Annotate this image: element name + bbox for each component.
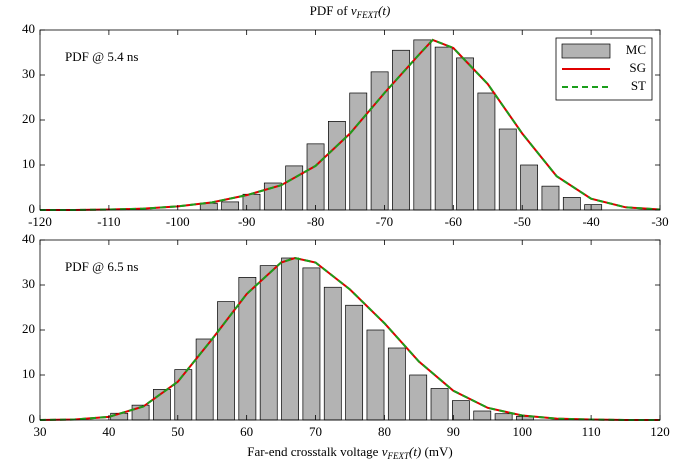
y-tick-label: 0 [29,411,36,426]
bar [259,265,278,421]
text-part: v [351,3,357,18]
x-tick-label: 80 [378,424,391,439]
x-tick-label: 90 [447,424,460,439]
bar [174,369,193,421]
x-tick-label: -70 [376,214,393,229]
x-tick-label: -40 [582,214,599,229]
bar [328,120,346,211]
x-tick-label: 120 [650,424,670,439]
x-tick-label: -50 [514,214,531,229]
bar [242,193,261,211]
legend-label: MC [626,42,646,57]
y-tick-label: 0 [29,201,36,216]
y-tick-label: 30 [22,276,35,291]
bar [302,267,321,421]
text-part: (t) [378,3,390,18]
bar [281,257,299,421]
bar [349,92,368,211]
x-axis-label: Far-end crosstalk voltage vFEXT(t) (mV) [247,444,452,461]
legend-label: SG [629,60,646,75]
bar [477,92,496,211]
curve [39,256,660,421]
x-tick-label: -120 [28,214,52,229]
x-tick-label: -30 [651,214,668,229]
bar [413,39,432,211]
annotation: PDF @ 6.5 ns [65,259,138,274]
y-tick-label: 10 [22,366,35,381]
y-tick-label: 10 [22,156,35,171]
text-part: (mV) [421,444,452,459]
bar [409,374,428,421]
y-tick-label: 40 [22,21,35,36]
bar [452,400,470,421]
bar [430,388,449,421]
x-tick-label: -100 [166,214,190,229]
bar [562,197,581,211]
bar [323,286,342,421]
bar [366,329,385,421]
x-tick-label: -110 [97,214,120,229]
bar [387,347,406,421]
text-part: FEXT [356,10,379,20]
y-tick-label: 40 [22,231,35,246]
bar [520,164,539,211]
bar [434,46,453,211]
x-tick-label: -60 [445,214,462,229]
legend-swatch [561,43,611,59]
chart-title: PDF of vFEXT(t) [310,3,391,20]
text-part: FEXT [386,451,409,461]
x-tick-label: -80 [307,214,324,229]
x-tick-label: 110 [582,424,601,439]
bar [238,277,257,421]
bar [195,338,214,421]
bar [541,185,560,211]
x-tick-label: 40 [102,424,115,439]
bar [345,304,364,421]
x-tick-label: 50 [171,424,184,439]
x-tick-label: -90 [238,214,255,229]
bar [221,201,240,211]
bar [473,410,492,421]
x-tick-label: 60 [240,424,253,439]
bar [494,413,513,421]
y-tick-label: 20 [22,321,35,336]
bar [584,204,603,211]
y-tick-label: 30 [22,66,35,81]
curve [40,38,661,211]
legend-label: ST [631,78,646,93]
text-part: v [382,444,388,459]
y-tick-label: 20 [22,111,35,126]
text-part: Far-end crosstalk voltage [247,444,381,459]
x-tick-label: 30 [34,424,47,439]
bar [456,57,474,211]
text-part: (t) [409,444,421,459]
bar [285,165,304,211]
bar [498,128,517,211]
annotation: PDF @ 5.4 ns [65,49,138,64]
x-tick-label: 70 [309,424,322,439]
text-part: PDF of [310,3,351,18]
bar [306,143,325,211]
x-tick-label: 100 [512,424,532,439]
